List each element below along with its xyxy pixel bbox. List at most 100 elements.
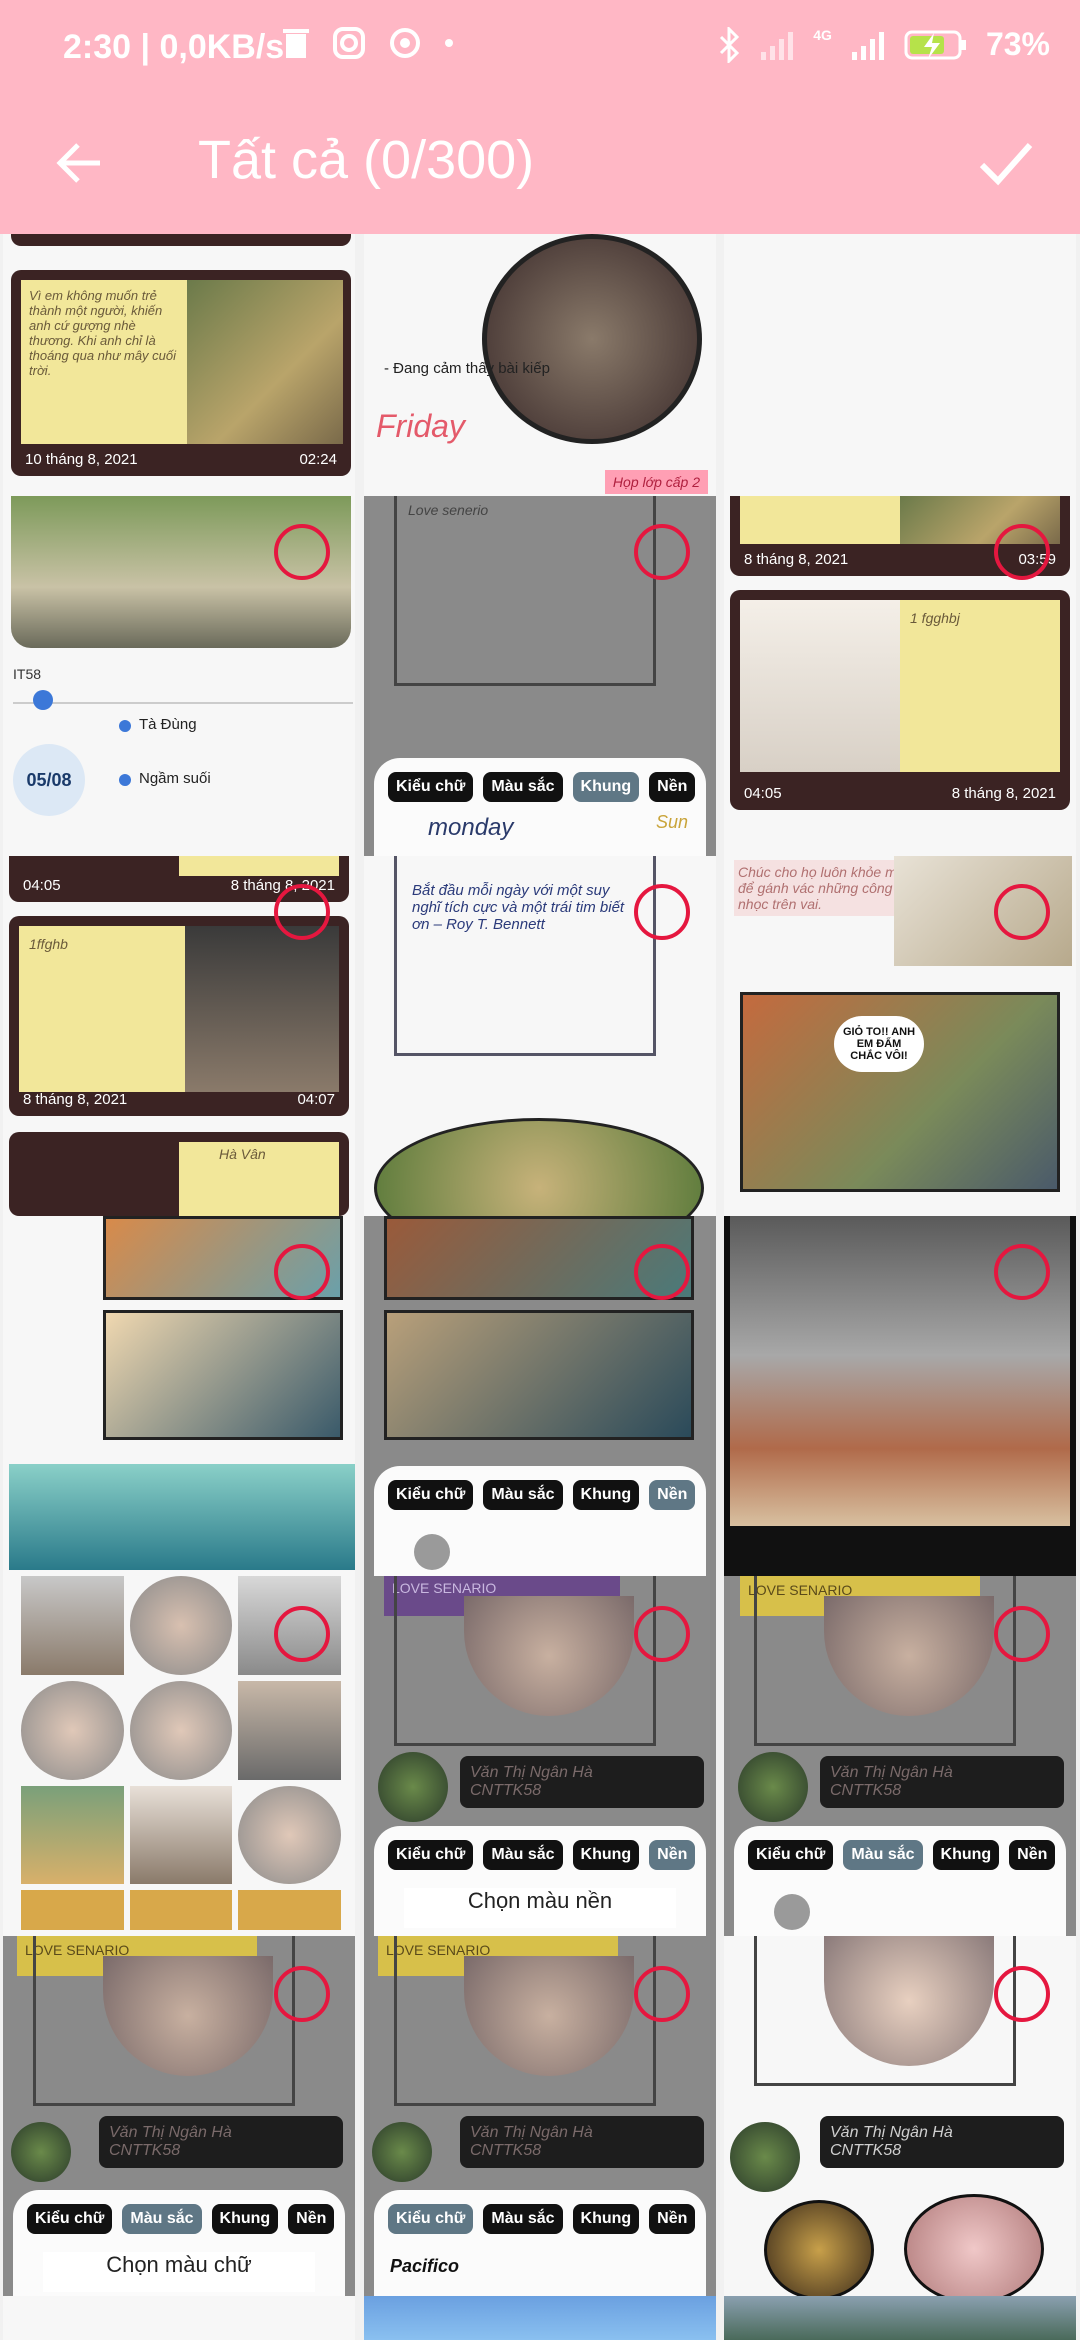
page-title: Tất cả (0/300) — [198, 130, 535, 190]
select-ring[interactable] — [274, 884, 330, 940]
food-circle — [764, 2200, 874, 2296]
collage-photo — [129, 1576, 233, 1675]
instagram-icon — [333, 27, 365, 59]
select-ring[interactable] — [634, 524, 690, 580]
speech-bubble: GIỎ TO!! ANH EM ĐẨM CHẮC VÔI! — [834, 1016, 924, 1072]
status-bar: 2:30 | 0,0KB/s 4G 73% — [0, 0, 1080, 100]
tab-color[interactable]: Màu sắc — [122, 2204, 202, 2234]
color-picker-thumb[interactable] — [414, 1534, 450, 1570]
card-date: 8 tháng 8, 2021 — [23, 1091, 128, 1108]
tab-font[interactable]: Kiểu chữ — [388, 772, 474, 802]
grid-cell-19[interactable] — [3, 2296, 355, 2340]
tab-background[interactable]: Nền — [649, 2204, 696, 2234]
editor-sheet: Kiểu chữ Màu sắc Khung Nền monday Sun — [374, 758, 706, 856]
select-ring[interactable] — [634, 884, 690, 940]
color-picker-thumb[interactable] — [774, 1894, 810, 1930]
memory-card-2: 1 fgghbj 04:05 8 tháng 8, 2021 — [730, 590, 1070, 810]
flower-circle — [374, 1118, 704, 1216]
select-ring[interactable] — [274, 524, 330, 580]
food-circle — [904, 2194, 1044, 2296]
card-date: 8 tháng 8, 2021 — [744, 551, 849, 568]
tab-font[interactable]: Kiểu chữ — [388, 1840, 474, 1870]
tab-font[interactable]: Kiểu chữ — [388, 2204, 474, 2234]
frame-border — [394, 1936, 656, 2106]
tab-frame[interactable]: Khung — [932, 1840, 1000, 1870]
select-ring[interactable] — [634, 1966, 690, 2022]
grid-cell-3[interactable] — [724, 234, 1076, 496]
note-paper — [740, 496, 900, 544]
frame-border — [394, 496, 656, 686]
status-text: - Đang cảm thấy bài kiếp — [384, 360, 550, 377]
tab-font[interactable]: Kiểu chữ — [748, 1840, 834, 1870]
grid-cell-1[interactable]: Vì em không muốn trẻ thành một người, kh… — [3, 234, 355, 496]
name-note: Văn Thị Ngân Hà CNTTK58 — [460, 2116, 704, 2168]
card-date: 10 tháng 8, 2021 — [25, 451, 138, 468]
grid-cell-21[interactable] — [724, 2296, 1076, 2340]
battery-charging-icon — [904, 30, 966, 59]
quote-text: Bắt đầu mỗi ngày với một suy nghĩ tích c… — [412, 882, 625, 933]
timeline-slider[interactable] — [13, 702, 353, 704]
trash-icon — [283, 29, 309, 58]
name-note: Văn Thị Ngân Hà CNTTK58 — [460, 1756, 704, 1808]
editor-tabs: Kiểu chữ Màu sắc Khung Nền — [388, 2204, 696, 2234]
tab-frame[interactable]: Khung — [211, 2204, 279, 2234]
collage-photo — [21, 1680, 124, 1780]
tab-color[interactable]: Màu sắc — [483, 1480, 563, 1510]
tab-frame[interactable]: Khung — [572, 772, 640, 802]
select-ring[interactable] — [274, 1244, 330, 1300]
place-1: Tà Đùng — [139, 716, 197, 733]
select-ring[interactable] — [994, 1244, 1050, 1300]
choose-text-color[interactable]: Chọn màu chữ — [43, 2252, 315, 2292]
font-name[interactable]: Pacifico — [390, 2256, 460, 2276]
label-it58: IT58 — [13, 666, 42, 682]
note-paper: 1 fgghbj — [900, 600, 1060, 772]
photo — [187, 280, 343, 444]
grid-cell-9[interactable]: Chúc cho họ luôn khỏe mạnh, đủ sức để gá… — [724, 856, 1076, 1216]
tab-font[interactable]: Kiểu chữ — [388, 1480, 474, 1510]
select-ring[interactable] — [994, 1966, 1050, 2022]
sun-text: Sun — [655, 812, 688, 832]
tab-frame[interactable]: Khung — [572, 1840, 640, 1870]
tab-color[interactable]: Màu sắc — [483, 1840, 563, 1870]
tab-color[interactable]: Màu sắc — [843, 1840, 923, 1870]
avatar-circle — [738, 1752, 808, 1822]
tab-background[interactable]: Nền — [649, 772, 696, 802]
signal-icon-2 — [851, 31, 884, 60]
timeline-dot-2 — [119, 774, 131, 786]
comic-panel-2 — [103, 1310, 343, 1440]
tab-background[interactable]: Nền — [649, 1480, 696, 1510]
photo-grid: Vì em không muốn trẻ thành một người, kh… — [0, 234, 1080, 2340]
grid-cell-14[interactable]: LOVE SENARIO Văn Thị Ngân Hà CNTTK58 Kiểu… — [364, 1576, 716, 1936]
choose-background-color[interactable]: Chọn màu nền — [404, 1888, 676, 1928]
comic-panel-2 — [384, 1310, 694, 1440]
note-paper: 1ffghb — [19, 926, 185, 1092]
tab-color[interactable]: Màu sắc — [483, 2204, 563, 2234]
tab-background[interactable]: Nền — [649, 1840, 696, 1870]
select-ring[interactable] — [274, 1966, 330, 2022]
timeline-thumb[interactable] — [33, 690, 53, 710]
select-ring[interactable] — [994, 884, 1050, 940]
date-bubble: 05/08 — [13, 744, 85, 816]
tab-background[interactable]: Nền — [288, 2204, 335, 2234]
select-ring[interactable] — [274, 1606, 330, 1662]
collage-photo — [238, 1785, 341, 1885]
bluetooth-icon — [720, 26, 740, 63]
back-arrow-icon[interactable] — [52, 133, 112, 193]
tab-background[interactable]: Nền — [1009, 1840, 1056, 1870]
editor-sheet: Kiểu chữ Màu sắc Khung Nền — [734, 1826, 1066, 1936]
check-icon[interactable] — [974, 131, 1038, 195]
grid-cell-2[interactable]: - Đang cảm thấy bài kiếp Friday Họp lớp … — [364, 234, 716, 496]
frame-photo-circle — [824, 1936, 994, 2066]
select-ring[interactable] — [994, 1606, 1050, 1662]
tab-frame[interactable]: Khung — [572, 1480, 640, 1510]
tab-font[interactable]: Kiểu chữ — [27, 2204, 113, 2234]
select-ring[interactable] — [994, 524, 1050, 580]
select-ring[interactable] — [634, 1244, 690, 1300]
tab-color[interactable]: Màu sắc — [483, 772, 563, 802]
tab-frame[interactable]: Khung — [572, 2204, 640, 2234]
select-ring[interactable] — [634, 1606, 690, 1662]
grid-cell-17[interactable]: LOVE SENARIO Văn Thị Ngân Hà CNTTK58 Kiểu… — [364, 1936, 716, 2296]
editor-sheet: Kiểu chữ Màu sắc Khung Nền Chọn màu chữ — [13, 2190, 345, 2296]
grid-cell-20[interactable] — [364, 2296, 716, 2340]
collage-photo — [129, 1785, 233, 1885]
